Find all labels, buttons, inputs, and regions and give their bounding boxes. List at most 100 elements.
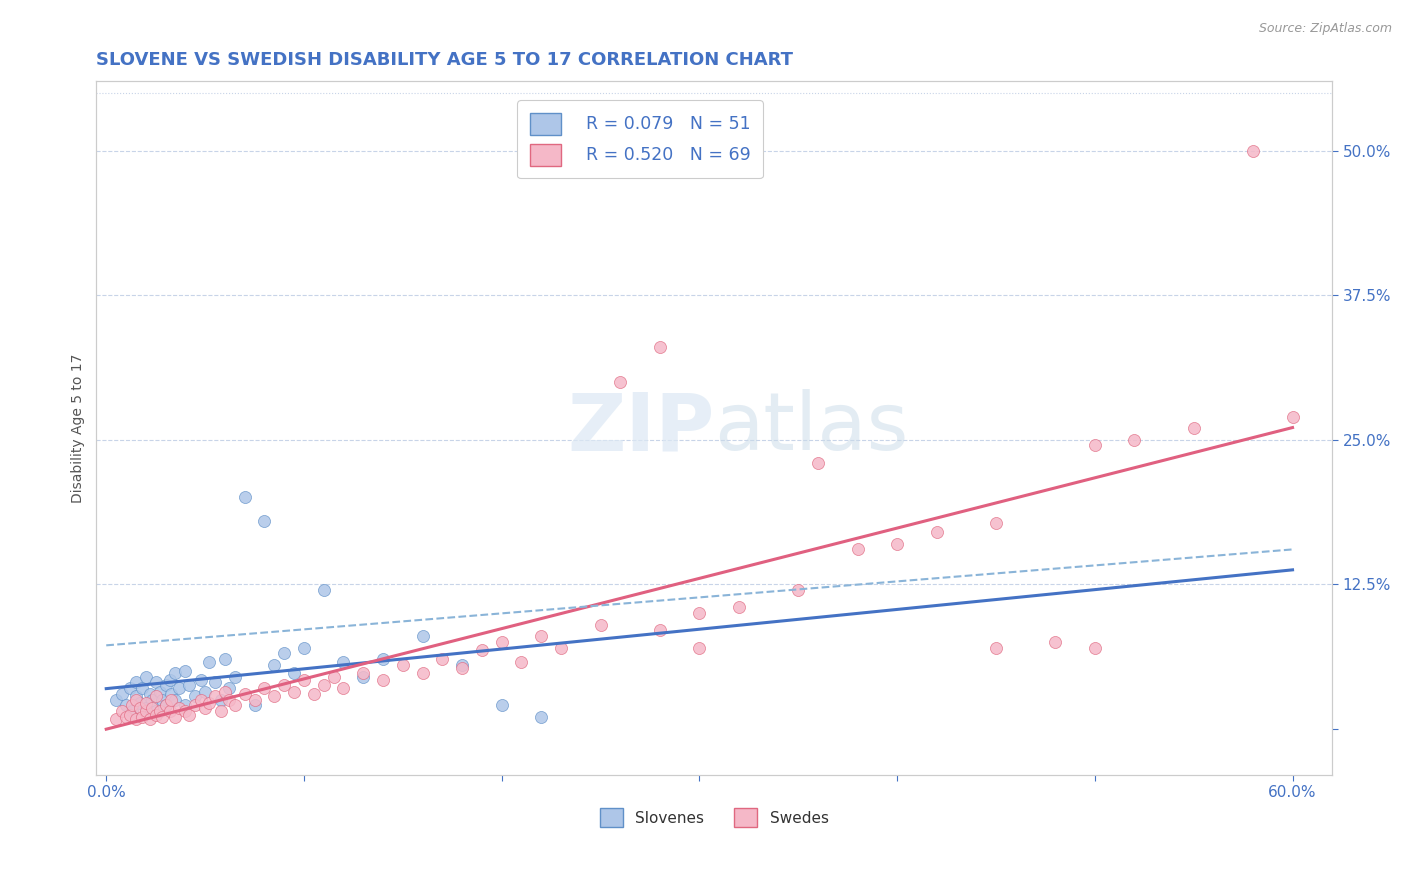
Point	[121, 698, 143, 713]
Point	[925, 525, 948, 540]
Point	[391, 658, 413, 673]
Point	[160, 692, 183, 706]
Point	[451, 658, 474, 673]
Point	[728, 600, 751, 615]
Point	[118, 681, 141, 695]
Point	[190, 673, 212, 687]
Point	[530, 629, 553, 643]
Point	[145, 675, 167, 690]
Point	[984, 516, 1007, 530]
Point	[118, 707, 141, 722]
Point	[159, 673, 181, 687]
Point	[160, 687, 183, 701]
Point	[190, 692, 212, 706]
Point	[218, 692, 240, 706]
Point	[174, 704, 197, 718]
Point	[451, 661, 474, 675]
Point	[145, 707, 167, 722]
Point	[194, 700, 217, 714]
Point	[263, 658, 285, 673]
Point	[159, 704, 181, 718]
Point	[155, 698, 177, 713]
Point	[179, 707, 201, 722]
Point	[283, 666, 305, 681]
Point	[1241, 144, 1264, 158]
Point	[214, 684, 236, 698]
Point	[510, 655, 533, 669]
Point	[155, 698, 177, 713]
Point	[150, 710, 173, 724]
Point	[204, 675, 226, 690]
Point	[128, 696, 150, 710]
Point	[322, 669, 344, 683]
Point	[1182, 421, 1205, 435]
Point	[371, 673, 394, 687]
Point	[243, 692, 266, 706]
Text: SLOVENE VS SWEDISH DISABILITY AGE 5 TO 17 CORRELATION CHART: SLOVENE VS SWEDISH DISABILITY AGE 5 TO 1…	[97, 51, 793, 69]
Point	[128, 700, 150, 714]
Point	[135, 669, 157, 683]
Point	[169, 681, 191, 695]
Point	[1281, 409, 1303, 424]
Point	[135, 704, 157, 718]
Point	[155, 678, 177, 692]
Point	[292, 640, 315, 655]
Point	[292, 673, 315, 687]
Point	[491, 635, 513, 649]
Point	[125, 689, 148, 703]
Point	[150, 692, 173, 706]
Point	[149, 684, 172, 698]
Point	[165, 710, 187, 724]
Point	[105, 692, 128, 706]
Point	[332, 655, 354, 669]
Point	[184, 689, 207, 703]
Point	[243, 698, 266, 713]
Point	[846, 542, 869, 557]
Point	[491, 698, 513, 713]
Point	[174, 698, 197, 713]
Point	[1084, 438, 1107, 452]
Point	[688, 640, 710, 655]
Point	[253, 681, 276, 695]
Point	[224, 669, 246, 683]
Text: atlas: atlas	[714, 389, 908, 467]
Point	[253, 514, 276, 528]
Point	[198, 696, 221, 710]
Point	[352, 666, 374, 681]
Y-axis label: Disability Age 5 to 17: Disability Age 5 to 17	[72, 353, 86, 503]
Text: Source: ZipAtlas.com: Source: ZipAtlas.com	[1258, 22, 1392, 36]
Point	[432, 652, 454, 666]
Point	[648, 340, 671, 354]
Point	[233, 687, 256, 701]
Text: ZIP: ZIP	[567, 389, 714, 467]
Point	[550, 640, 572, 655]
Point	[218, 681, 240, 695]
Point	[115, 698, 138, 713]
Point	[165, 666, 187, 681]
Point	[141, 700, 163, 714]
Point	[179, 678, 201, 692]
Point	[648, 624, 671, 638]
Point	[214, 652, 236, 666]
Point	[233, 491, 256, 505]
Point	[125, 692, 148, 706]
Point	[209, 704, 232, 718]
Point	[125, 712, 148, 726]
Point	[135, 696, 157, 710]
Point	[138, 712, 160, 726]
Point	[174, 664, 197, 678]
Point	[224, 698, 246, 713]
Point	[1084, 640, 1107, 655]
Point	[589, 617, 612, 632]
Point	[145, 689, 167, 703]
Point	[886, 536, 908, 550]
Point	[111, 687, 134, 701]
Point	[145, 704, 167, 718]
Point	[138, 687, 160, 701]
Point	[273, 678, 295, 692]
Point	[149, 704, 172, 718]
Point	[312, 582, 335, 597]
Point	[165, 692, 187, 706]
Point	[1045, 635, 1067, 649]
Legend: Slovenes, Swedes: Slovenes, Swedes	[593, 802, 835, 833]
